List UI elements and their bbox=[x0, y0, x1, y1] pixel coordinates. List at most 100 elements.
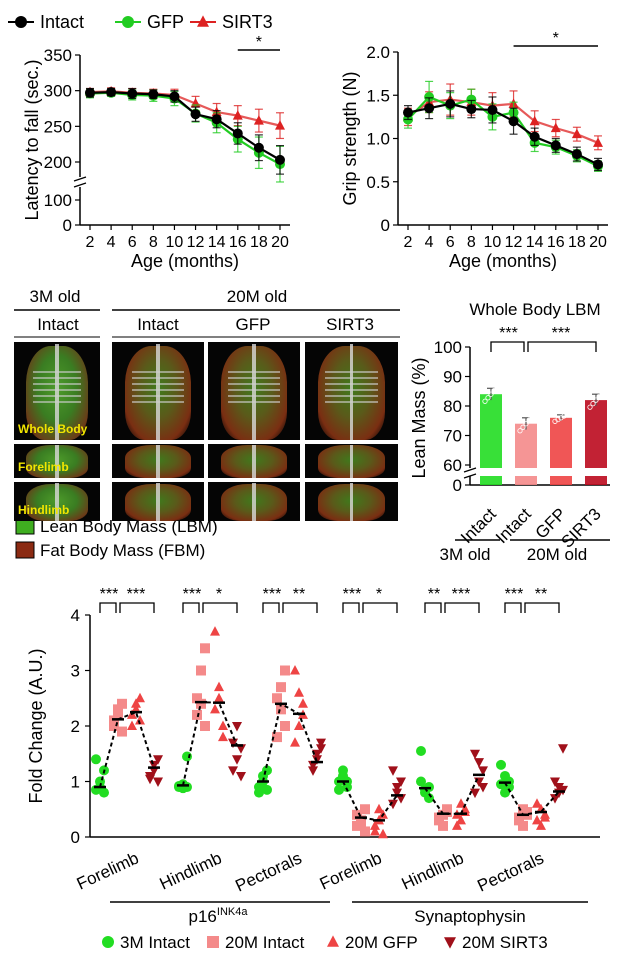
data-point bbox=[232, 128, 243, 139]
data-point bbox=[153, 777, 163, 787]
skeleton-overlay bbox=[132, 383, 184, 386]
x-tick-label: 4 bbox=[107, 234, 116, 251]
x-tick-label: Forelimb bbox=[317, 848, 385, 893]
x-tick-label: Intact bbox=[457, 504, 500, 547]
skeleton-overlay bbox=[228, 383, 280, 386]
data-point bbox=[571, 149, 582, 160]
data-point bbox=[466, 94, 477, 105]
data-point bbox=[374, 803, 384, 814]
skeleton-overlay bbox=[132, 371, 184, 374]
data-point bbox=[214, 692, 224, 703]
data-point bbox=[196, 665, 206, 676]
column-label: GFP bbox=[236, 315, 271, 334]
data-point bbox=[294, 687, 304, 697]
y-axis-label: Latency to fall (sec.) bbox=[22, 59, 42, 220]
data-point bbox=[517, 428, 523, 434]
micro-ct-image: Whole Body bbox=[14, 342, 100, 440]
x-tick-label: 6 bbox=[446, 234, 455, 251]
skeleton-overlay bbox=[349, 444, 354, 478]
legend-marker bbox=[197, 15, 209, 27]
data-point bbox=[196, 698, 206, 709]
data-point bbox=[275, 154, 285, 165]
data-point bbox=[109, 721, 119, 731]
data-point bbox=[276, 682, 286, 693]
data-point bbox=[316, 738, 326, 749]
data-point bbox=[214, 681, 224, 692]
data-point bbox=[117, 726, 127, 737]
y-axis-label: Lean Mass (%) bbox=[409, 357, 429, 478]
data-point bbox=[485, 395, 491, 401]
x-tick-label: 14 bbox=[208, 234, 226, 251]
x-tick-label: 20 bbox=[589, 234, 607, 251]
skeleton-overlay bbox=[325, 371, 378, 374]
significance-bracket bbox=[282, 602, 318, 613]
data-point bbox=[596, 393, 602, 400]
bar-break-gap bbox=[549, 468, 573, 476]
data-point bbox=[500, 787, 510, 798]
data-point bbox=[275, 120, 285, 130]
data-point bbox=[211, 114, 222, 125]
axis-break-gap bbox=[74, 177, 86, 187]
data-point bbox=[182, 751, 192, 762]
legend-marker bbox=[207, 936, 219, 948]
data-point bbox=[276, 704, 286, 715]
mean-trend-line bbox=[99, 710, 155, 788]
skeleton-overlay bbox=[32, 389, 82, 392]
x-tick-label: Forelimb bbox=[74, 848, 142, 893]
skeleton-overlay bbox=[228, 371, 280, 374]
data-point bbox=[392, 788, 402, 799]
micro-ct-image bbox=[208, 444, 300, 478]
y-tick-label: 4 bbox=[71, 606, 80, 625]
data-point bbox=[378, 828, 388, 839]
data-point bbox=[554, 783, 564, 793]
y-tick-label: 1.0 bbox=[366, 130, 390, 149]
x-tick-label: 18 bbox=[250, 234, 268, 251]
data-point bbox=[571, 128, 582, 139]
data-point bbox=[272, 732, 282, 743]
legend-label: Intact bbox=[40, 12, 84, 32]
skeleton-overlay bbox=[228, 389, 280, 392]
x-axis-label: Age (months) bbox=[131, 251, 239, 271]
gene-group-label: p16INK4a bbox=[189, 906, 249, 926]
micro-ct-image bbox=[208, 342, 300, 440]
data-point bbox=[190, 109, 201, 120]
chart-title: Whole Body LBM bbox=[469, 300, 600, 319]
data-point bbox=[228, 738, 238, 749]
series-line bbox=[89, 90, 281, 161]
x-tick-label: 12 bbox=[505, 234, 523, 251]
skeleton-overlay bbox=[156, 343, 160, 440]
data-point bbox=[532, 798, 542, 808]
significance-label: *** bbox=[552, 325, 571, 342]
significance-bracket bbox=[362, 602, 398, 613]
data-point bbox=[540, 809, 550, 819]
data-point bbox=[280, 721, 290, 731]
data-point bbox=[523, 421, 529, 427]
data-point bbox=[99, 787, 109, 798]
significance-label: * bbox=[553, 30, 559, 47]
x-tick-label: 10 bbox=[484, 234, 502, 251]
data-point bbox=[550, 122, 561, 133]
data-point bbox=[254, 782, 264, 793]
skeleton-overlay bbox=[325, 389, 378, 392]
micro-ct-image bbox=[208, 482, 300, 521]
data-point bbox=[487, 104, 498, 115]
data-point bbox=[536, 820, 546, 830]
data-point bbox=[192, 693, 202, 704]
data-point bbox=[298, 698, 308, 708]
header-20m-old: 20M old bbox=[227, 287, 287, 306]
y-axis-label: Grip strength (N) bbox=[340, 71, 360, 205]
data-point bbox=[127, 720, 137, 730]
y-tick-label: 3 bbox=[71, 662, 80, 681]
data-point bbox=[496, 759, 506, 770]
data-point bbox=[593, 159, 603, 170]
data-point bbox=[135, 714, 145, 725]
significance-label: *** bbox=[505, 586, 524, 603]
data-point bbox=[113, 704, 123, 715]
data-point bbox=[232, 722, 242, 732]
data-point bbox=[532, 814, 542, 825]
skeleton-overlay bbox=[132, 377, 184, 380]
micro-ct-image bbox=[305, 482, 398, 521]
x-tick-label: Intact bbox=[492, 504, 535, 547]
skeleton-overlay bbox=[325, 394, 378, 397]
skeleton-overlay bbox=[349, 343, 354, 440]
